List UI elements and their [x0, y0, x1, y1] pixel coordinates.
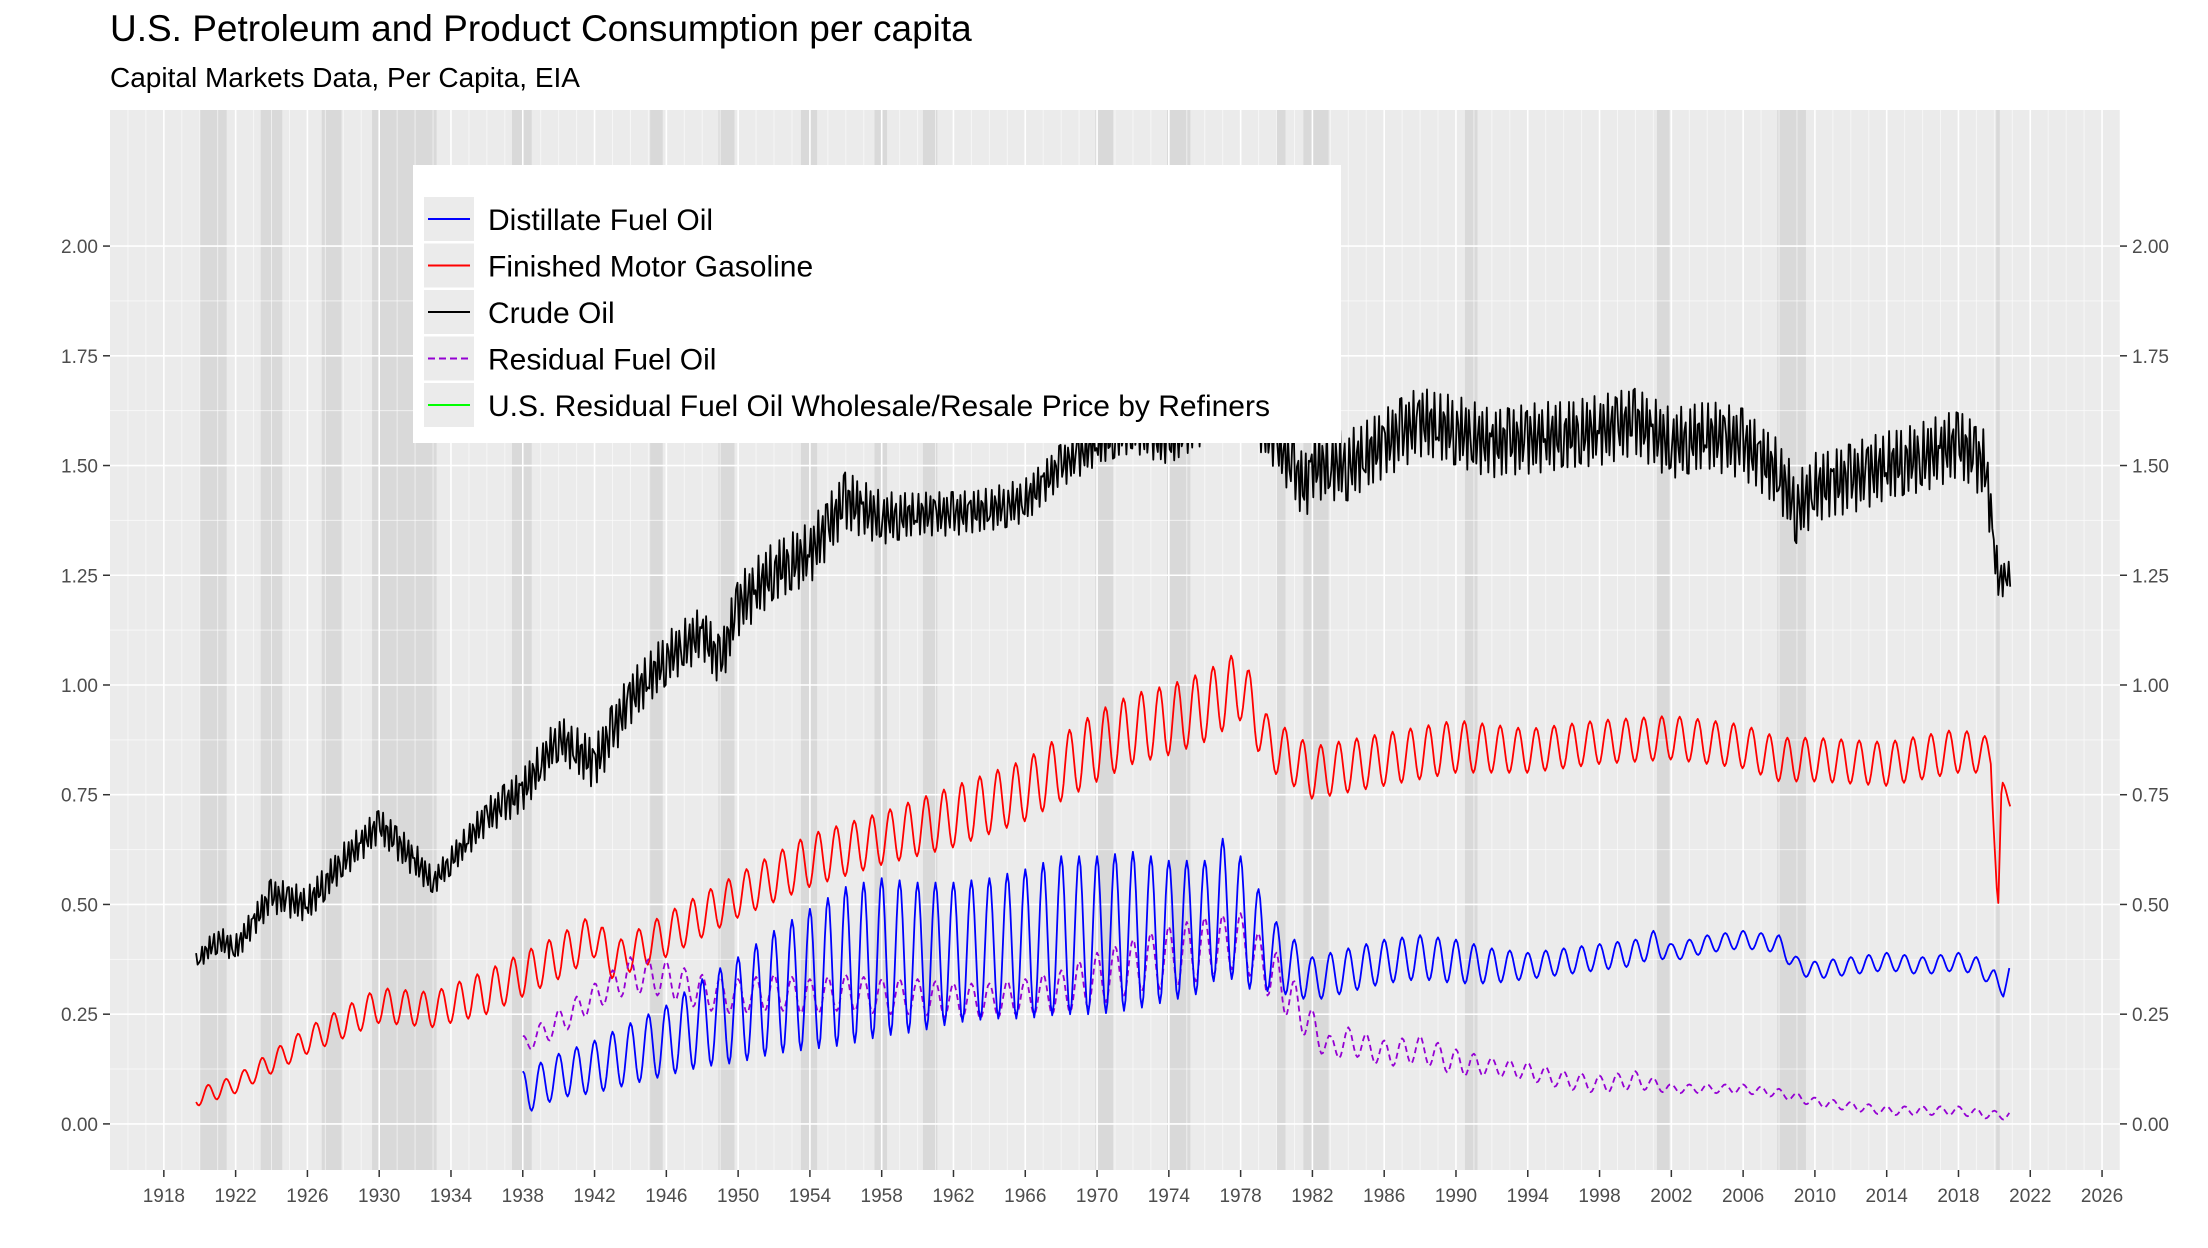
x-tick-label: 2018 — [1937, 1186, 1979, 1207]
y-tick-label: 0.25 — [61, 1005, 98, 1026]
recession-band — [199, 110, 227, 1170]
y-tick-label: 1.00 — [61, 676, 98, 697]
y-tick-label-right: 1.25 — [2132, 566, 2169, 587]
x-tick-label: 1954 — [789, 1186, 832, 1207]
legend-label: Residual Fuel Oil — [488, 344, 716, 377]
chart-title: U.S. Petroleum and Product Consumption p… — [110, 8, 972, 49]
y-tick-label: 0.50 — [61, 895, 98, 916]
y-tick-label-right: 0.00 — [2132, 1115, 2169, 1136]
x-tick-label: 1994 — [1507, 1186, 1550, 1207]
x-tick-label: 1926 — [286, 1186, 328, 1207]
x-tick-label: 1946 — [645, 1186, 687, 1207]
legend-label: U.S. Residual Fuel Oil Wholesale/Resale … — [488, 390, 1270, 423]
axes: 0.00 0.00 0.25 0.25 0.50 0.50 0.75 0.75 1.00 1.00… — [61, 237, 2169, 1207]
recession-band — [321, 110, 342, 1170]
x-tick-label: 2022 — [2009, 1186, 2051, 1207]
legend-label: Crude Oil — [488, 297, 615, 330]
legend-label: Distillate Fuel Oil — [488, 204, 713, 237]
y-tick-label: 1.25 — [61, 566, 98, 587]
legend: Distillate Fuel Oil Finished Motor Gasoli… — [413, 165, 1341, 443]
y-tick-label: 2.00 — [61, 237, 98, 258]
x-tick-label: 1986 — [1363, 1186, 1405, 1207]
recession-band — [1656, 110, 1670, 1170]
x-tick-label: 1918 — [143, 1186, 185, 1207]
recession-band — [1464, 110, 1478, 1170]
legend-label: Finished Motor Gasoline — [488, 251, 813, 284]
x-tick-label: 1934 — [430, 1186, 473, 1207]
y-tick-label: 1.50 — [61, 457, 98, 478]
recession-band — [1276, 110, 1286, 1170]
series-line-finished-motor-gasoline — [195, 654, 2012, 1107]
x-tick-label: 1998 — [1578, 1186, 1620, 1207]
x-tick-label: 2006 — [1722, 1186, 1764, 1207]
x-tick-label: 1942 — [573, 1186, 615, 1207]
x-tick-label: 1938 — [502, 1186, 544, 1207]
x-tick-label: 1962 — [932, 1186, 974, 1207]
x-tick-label: 1958 — [861, 1186, 903, 1207]
recession-band — [1996, 110, 2000, 1170]
y-tick-label-right: 0.50 — [2132, 895, 2169, 916]
x-tick-label: 1978 — [1219, 1186, 1261, 1207]
recession-band — [1777, 110, 1806, 1170]
x-tick-label: 1982 — [1291, 1186, 1333, 1207]
x-tick-label: 2014 — [1866, 1186, 1909, 1207]
y-tick-label: 0.00 — [61, 1115, 98, 1136]
x-tick-label: 1990 — [1435, 1186, 1477, 1207]
y-tick-label-right: 2.00 — [2132, 237, 2169, 258]
y-tick-label-right: 0.75 — [2132, 786, 2169, 807]
x-tick-label: 1970 — [1076, 1186, 1118, 1207]
x-tick-label: 1930 — [358, 1186, 400, 1207]
series-line-distillate-fuel-oil — [522, 837, 2011, 1112]
y-tick-label-right: 0.25 — [2132, 1005, 2169, 1026]
x-tick-label: 1974 — [1148, 1186, 1191, 1207]
x-tick-label: 1922 — [214, 1186, 256, 1207]
x-tick-label: 1950 — [717, 1186, 759, 1207]
y-tick-label-right: 1.00 — [2132, 676, 2169, 697]
y-tick-label-right: 1.50 — [2132, 457, 2169, 478]
y-tick-label-right: 1.75 — [2132, 347, 2169, 368]
x-tick-label: 1966 — [1004, 1186, 1046, 1207]
y-tick-label: 1.75 — [61, 347, 98, 368]
x-tick-label: 2002 — [1650, 1186, 1692, 1207]
legend-box — [413, 165, 1341, 443]
x-tick-label: 2026 — [2081, 1186, 2123, 1207]
chart-subtitle: Capital Markets Data, Per Capita, EIA — [110, 62, 580, 93]
x-tick-label: 2010 — [1794, 1186, 1836, 1207]
y-tick-label: 0.75 — [61, 786, 98, 807]
